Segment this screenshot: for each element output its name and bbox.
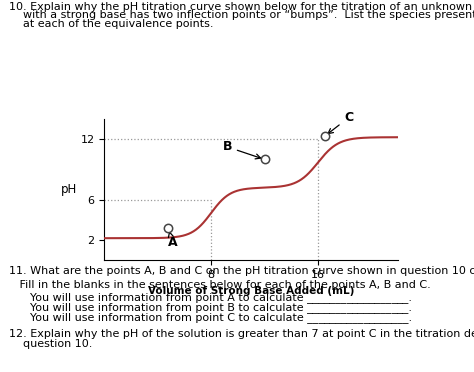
Text: 12. Explain why the pH of the solution is greater than 7 at point C in the titra: 12. Explain why the pH of the solution i… (9, 329, 474, 339)
Text: B: B (222, 140, 261, 159)
Text: You will use information from point C to calculate __________________.: You will use information from point C to… (9, 312, 412, 323)
Text: 10. Explain why the pH titration curve shown below for the titration of an unkno: 10. Explain why the pH titration curve s… (9, 2, 474, 12)
Y-axis label: pH: pH (61, 183, 77, 196)
Text: question 10.: question 10. (9, 339, 93, 349)
Text: at each of the equivalence points.: at each of the equivalence points. (9, 19, 214, 29)
Text: 11. What are the points A, B and C on the pH titration curve shown in question 1: 11. What are the points A, B and C on th… (9, 266, 474, 276)
Text: You will use information from point A to calculate __________________.: You will use information from point A to… (9, 292, 412, 302)
Text: You will use information from point B to calculate __________________.: You will use information from point B to… (9, 302, 412, 312)
Text: C: C (328, 111, 353, 134)
Text: A: A (168, 231, 177, 249)
X-axis label: Volume of Strong Base Added (mL): Volume of Strong Base Added (mL) (148, 286, 355, 296)
Text: with a strong base has two inflection points or “bumps”.  List the species prese: with a strong base has two inflection po… (9, 10, 474, 20)
Text: Fill in the blanks in the sentences below for each of the points A, B and C.: Fill in the blanks in the sentences belo… (9, 280, 431, 290)
